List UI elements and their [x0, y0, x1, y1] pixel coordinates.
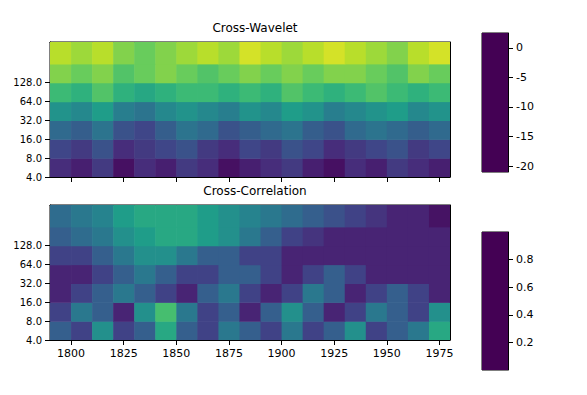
svg-text:128.0: 128.0: [13, 240, 42, 251]
svg-text:0.2: 0.2: [516, 336, 534, 349]
svg-text:4.0: 4.0: [26, 335, 42, 346]
svg-text:8.0: 8.0: [26, 316, 42, 327]
svg-text:128.0: 128.0: [13, 77, 42, 88]
svg-text:1875: 1875: [215, 347, 243, 360]
svg-text:-5: -5: [516, 71, 527, 84]
svg-text:-15: -15: [516, 130, 534, 143]
svg-text:1825: 1825: [110, 347, 138, 360]
svg-text:0.8: 0.8: [516, 253, 534, 266]
svg-text:1900: 1900: [268, 347, 296, 360]
svg-text:16.0: 16.0: [20, 134, 42, 145]
svg-text:-20: -20: [516, 160, 534, 173]
svg-text:1925: 1925: [320, 347, 348, 360]
svg-text:4.0: 4.0: [26, 172, 42, 183]
svg-text:64.0: 64.0: [20, 96, 42, 107]
svg-text:0: 0: [516, 41, 523, 54]
svg-text:-10: -10: [516, 100, 534, 113]
svg-text:1950: 1950: [373, 347, 401, 360]
svg-text:0.6: 0.6: [516, 281, 534, 294]
svg-text:1850: 1850: [162, 347, 190, 360]
svg-text:1800: 1800: [57, 347, 85, 360]
svg-text:16.0: 16.0: [20, 297, 42, 308]
svg-text:32.0: 32.0: [20, 278, 42, 289]
svg-text:8.0: 8.0: [26, 153, 42, 164]
svg-text:32.0: 32.0: [20, 115, 42, 126]
svg-text:Cross-Correlation: Cross-Correlation: [203, 184, 306, 198]
svg-text:1975: 1975: [425, 347, 453, 360]
svg-text:0.4: 0.4: [516, 308, 534, 321]
svg-text:Cross-Wavelet: Cross-Wavelet: [212, 21, 297, 35]
svg-text:64.0: 64.0: [20, 259, 42, 270]
